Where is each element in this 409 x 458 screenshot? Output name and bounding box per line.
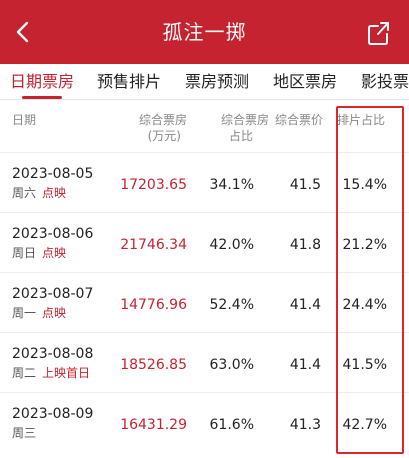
status-tag: 点映 [42,186,67,200]
row-weekday: 周二 上映首日 [12,365,90,381]
row-weekday: 周三 [12,425,42,441]
row-screening-share: 41.5% [342,357,387,373]
tab-bar: 日期票房 预售排片 票房预测 地区票房 影投票 [0,64,409,100]
weekday-label: 周日 [12,246,37,260]
row-share: 34.1% [209,177,254,193]
col-header-price: 综合票价 [274,113,323,127]
row-date: 2023-08-05 [12,166,94,182]
row-box-office: 17203.65 [120,177,187,193]
row-screening-share: 24.4% [342,297,387,313]
col-header-box-office-unit: (万元) [147,129,181,143]
row-price: 41.4 [289,357,321,373]
page-title: 孤注一掷 [162,20,247,44]
tab-presale-screening[interactable]: 预售排片 [97,72,162,91]
row-price: 41.8 [289,237,321,253]
table-row[interactable]: 2023-08-07 周一 点映 14776.96 52.4% 41.4 24.4… [0,272,409,333]
app-header: 孤注一掷 [0,0,409,64]
active-tab-indicator [22,96,62,99]
row-screening-share: 21.2% [342,237,387,253]
row-screening-share: 42.7% [342,417,387,433]
row-share: 63.0% [209,357,254,373]
col-header-share-line2: 占比 [228,129,253,143]
status-tag: 点映 [42,306,67,320]
weekday-label: 周一 [12,306,37,320]
row-screening-share: 15.4% [342,177,387,193]
row-box-office: 18526.85 [120,357,187,373]
table-row[interactable]: 2023-08-05 周六 点映 17203.65 34.1% 41.5 15.4… [0,152,409,213]
row-box-office: 16431.29 [120,417,187,433]
row-share: 42.0% [209,237,254,253]
back-arrow-icon[interactable] [10,18,38,46]
status-tag: 点映 [42,246,67,260]
row-date: 2023-08-07 [12,286,94,302]
row-weekday: 周一 点映 [12,305,66,321]
share-icon[interactable] [365,20,391,46]
status-tag: 上映首日 [42,366,91,380]
row-weekday: 周六 点映 [12,185,66,201]
row-price: 41.4 [289,297,321,313]
col-header-share: 综合票房 [220,113,269,127]
weekday-label: 周三 [12,426,37,440]
tab-cinema-investment[interactable]: 影投票 [361,72,409,91]
tab-regional-box-office[interactable]: 地区票房 [273,72,338,91]
row-share: 61.6% [209,417,254,433]
row-price: 41.5 [289,177,321,193]
table-row[interactable]: 2023-08-06 周日 点映 21746.34 42.0% 41.8 21.2… [0,212,409,273]
weekday-label: 周六 [12,186,37,200]
row-box-office: 21746.34 [120,237,187,253]
row-price: 41.3 [289,417,321,433]
col-header-screening-share: 排片占比 [336,113,385,127]
col-header-box-office: 综合票房 [138,113,187,127]
row-date: 2023-08-06 [12,226,94,242]
row-date: 2023-08-09 [12,406,94,422]
tab-date-box-office[interactable]: 日期票房 [10,72,75,91]
tab-box-office-forecast[interactable]: 票房预测 [185,72,250,91]
row-share: 52.4% [209,297,254,313]
table-header: 日期 综合票房 (万元) 综合票房 占比 综合票价 排片占比 [0,100,409,152]
table-row[interactable]: 2023-08-08 周二 上映首日 18526.85 63.0% 41.4 41… [0,332,409,393]
row-weekday: 周日 点映 [12,245,66,261]
weekday-label: 周二 [12,366,37,380]
row-box-office: 14776.96 [120,297,187,313]
row-date: 2023-08-08 [12,346,94,362]
col-header-date: 日期 [12,113,37,127]
table-row[interactable]: 2023-08-09 周三 16431.29 61.6% 41.3 42.7% [0,392,409,453]
